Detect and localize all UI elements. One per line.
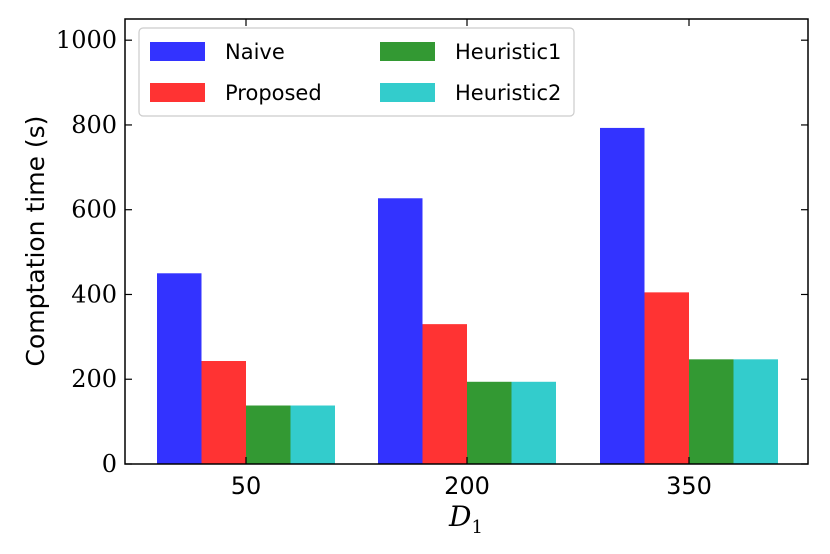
legend-swatch-heuristic1	[380, 42, 435, 61]
y-tick-label: 400	[71, 280, 117, 308]
legend-label-proposed: Proposed	[225, 81, 322, 105]
bar-heuristic2-200	[511, 381, 556, 464]
legend: Naive Proposed Heuristic1 Heuristic2	[138, 27, 575, 117]
legend-swatch-naive	[150, 42, 205, 61]
bar-heuristic1-350	[689, 359, 734, 464]
x-axis-label-subscript: 1	[472, 517, 483, 538]
legend-swatch-heuristic2	[380, 83, 435, 102]
x-tick-label-350: 350	[666, 472, 712, 500]
x-tick-label-200: 200	[444, 472, 490, 500]
bar-naive-50	[157, 273, 202, 464]
legend-label-naive: Naive	[225, 40, 285, 64]
y-axis-label: Comptation time (s)	[21, 116, 50, 367]
bar-proposed-50	[201, 361, 246, 464]
bar-heuristic1-200	[467, 381, 512, 464]
x-axis-label-main: D	[448, 500, 471, 533]
bars-layer	[157, 127, 778, 465]
y-tick-label: 800	[71, 111, 117, 139]
y-tick-label: 600	[71, 196, 117, 224]
legend-label-heuristic1: Heuristic1	[455, 40, 561, 64]
y-tick-label: 200	[71, 365, 117, 393]
bar-heuristic2-50	[290, 405, 335, 464]
bar-naive-200	[378, 198, 423, 464]
legend-label-heuristic2: Heuristic2	[455, 81, 561, 105]
x-tick-label-50: 50	[231, 472, 262, 500]
bar-heuristic1-50	[246, 405, 291, 464]
bar-heuristic2-350	[733, 359, 778, 464]
bar-naive-350	[600, 127, 645, 465]
x-axis-label: D1	[448, 500, 483, 538]
y-tick-label: 1000	[56, 26, 117, 54]
bar-proposed-350	[644, 292, 689, 464]
y-tick-label: 0	[102, 450, 117, 478]
legend-swatch-proposed	[150, 83, 205, 102]
legend-frame	[138, 27, 575, 117]
bar-proposed-200	[422, 324, 467, 464]
ticks-layer: 0 200 400 600 800 1000 50 200 350	[56, 19, 808, 500]
